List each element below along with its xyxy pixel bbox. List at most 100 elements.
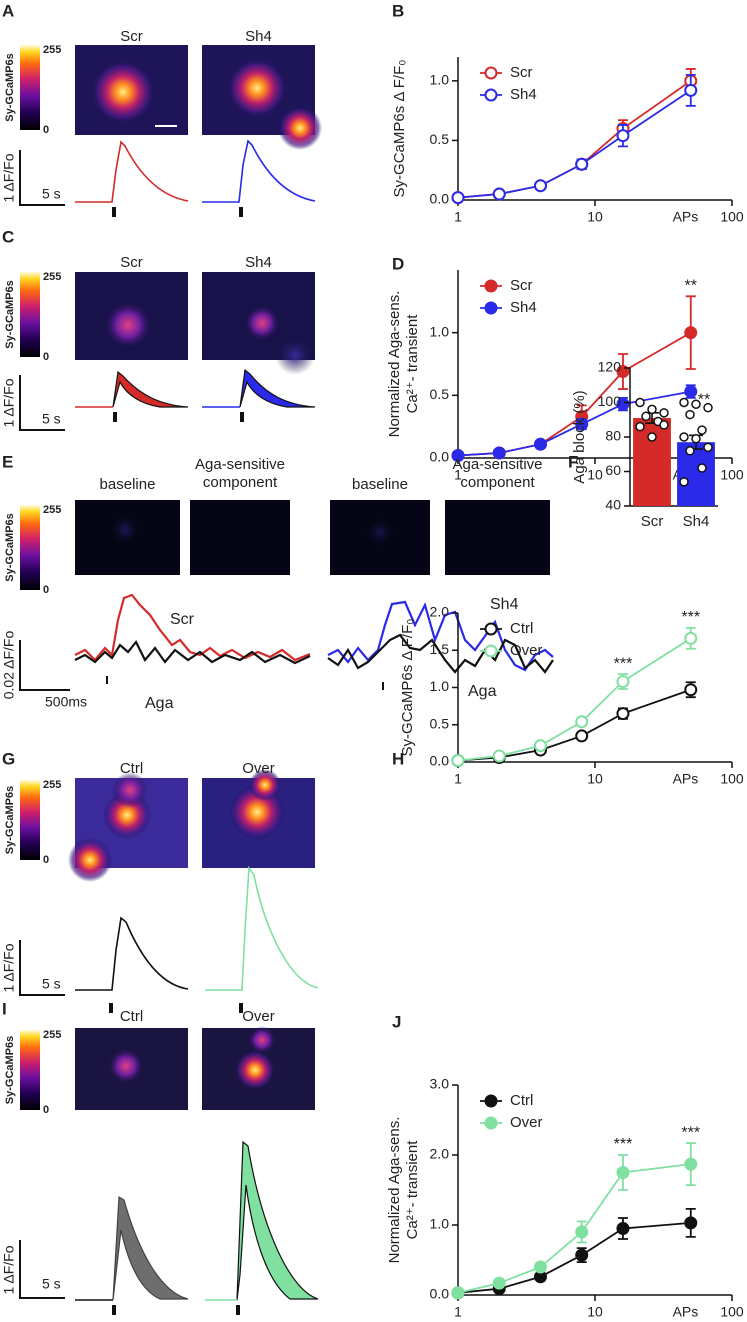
image-panels [19,45,554,1315]
data-point [659,420,669,430]
scale-y-label: 1 ΔF/Fo [1,1245,17,1294]
marker [616,675,630,689]
marker [575,157,589,171]
colorbar [20,505,40,590]
legend-label: Ctrl [510,1092,533,1109]
marker [616,129,630,143]
marker [533,437,547,451]
colorbar [20,1030,40,1110]
scale-y-label: 1 ΔF/Fo [1,943,17,992]
annotation: ** [698,392,710,409]
trace-label: Sh4 [490,596,519,613]
series-line [457,89,692,199]
data-point [691,399,701,409]
y-tick-label: 120 [598,359,622,375]
x-tick-label: Scr [641,513,664,530]
data-point [647,404,657,415]
x-tick-label: 1 [454,467,462,483]
scale-y-label: 1 ΔF/Fo [1,153,17,202]
marker [684,326,698,340]
scale-x-label: 500ms [45,694,87,710]
marker [684,83,698,97]
x-tick-label: 10 [587,771,603,787]
stimulus [239,207,243,217]
x-axis-label: APs [673,1304,699,1320]
x-tick-label: 100 [720,771,744,787]
y-axis-label: Sy-GCaMP6s Δ F/F₀ [391,60,408,198]
image-title: Over [242,760,275,777]
marker [575,729,589,743]
image-title: Ctrl [119,760,144,777]
legend-marker [484,279,498,293]
colorbar-min: 0 [43,124,49,136]
panel-label: J [392,1012,401,1031]
marker [533,179,547,193]
image-title: Sh4 [245,254,272,271]
data-point [679,397,689,408]
y-tick-label: 0.0 [430,1286,450,1302]
trace [327,633,554,674]
series-line [457,1163,691,1294]
image-spot [111,516,139,544]
y-tick-label: 2.0 [430,604,450,620]
legend-label: Over [510,642,543,659]
annotation: ** [685,278,697,295]
data-point [635,421,645,432]
series-line [457,390,691,457]
image-title: Scr [120,254,143,271]
marker [492,1276,506,1290]
image-spot [227,58,287,118]
marker [616,1166,630,1179]
data-point [635,397,645,408]
colorbar-min: 0 [43,854,49,866]
marker [575,1248,589,1262]
colorbar [20,45,40,130]
y-axis-label: Normalized Aga-sens. [386,291,403,438]
image-spot [108,1048,144,1084]
image-title: Aga-sensitive component [194,456,286,491]
y-tick-label: 1.0 [430,1216,450,1232]
x-tick-label: 100 [720,467,744,483]
data-point [679,432,689,442]
marker [575,1225,589,1239]
x-tick-label: 10 [587,209,603,225]
image-spot [91,60,155,124]
colorbar-min: 0 [43,1104,49,1116]
data-point [659,408,669,418]
data-point [685,409,695,420]
y-tick-label: 1.0 [430,323,450,339]
stimulus [112,207,116,217]
legend-label: Scr [510,64,533,81]
annotation: *** [681,609,700,626]
image-spot [235,1050,275,1090]
data-point [703,402,713,413]
colorbar-max: 255 [43,1029,61,1041]
data-point [697,463,707,473]
series-line [457,637,692,762]
marker [684,385,698,399]
trace-band [112,370,189,408]
colorbar-label: Sy-GCaMP6s [4,786,16,854]
colorbar-label: Sy-GCaMP6s [4,1036,16,1104]
marker [684,683,698,697]
legend-marker [484,622,498,636]
data-point [641,411,651,422]
image-spot [275,335,315,375]
data-point [703,442,713,453]
trace [205,865,319,991]
series-line [457,1222,691,1294]
colorbar-max: 255 [43,779,61,791]
scale-y-label: 1 ΔF/Fo [1,378,17,427]
trace [74,639,311,665]
marker [451,754,465,768]
panel-label: C [2,227,14,246]
y-tick-label: 80 [605,428,621,444]
scale-bar [19,375,65,431]
legend-marker [484,644,498,658]
marker [492,446,506,460]
annotation: *** [614,1136,633,1153]
x-tick-label: Sh4 [683,513,710,530]
legend-marker [484,66,498,80]
colorbar-max: 255 [43,44,61,56]
marker [451,448,465,462]
